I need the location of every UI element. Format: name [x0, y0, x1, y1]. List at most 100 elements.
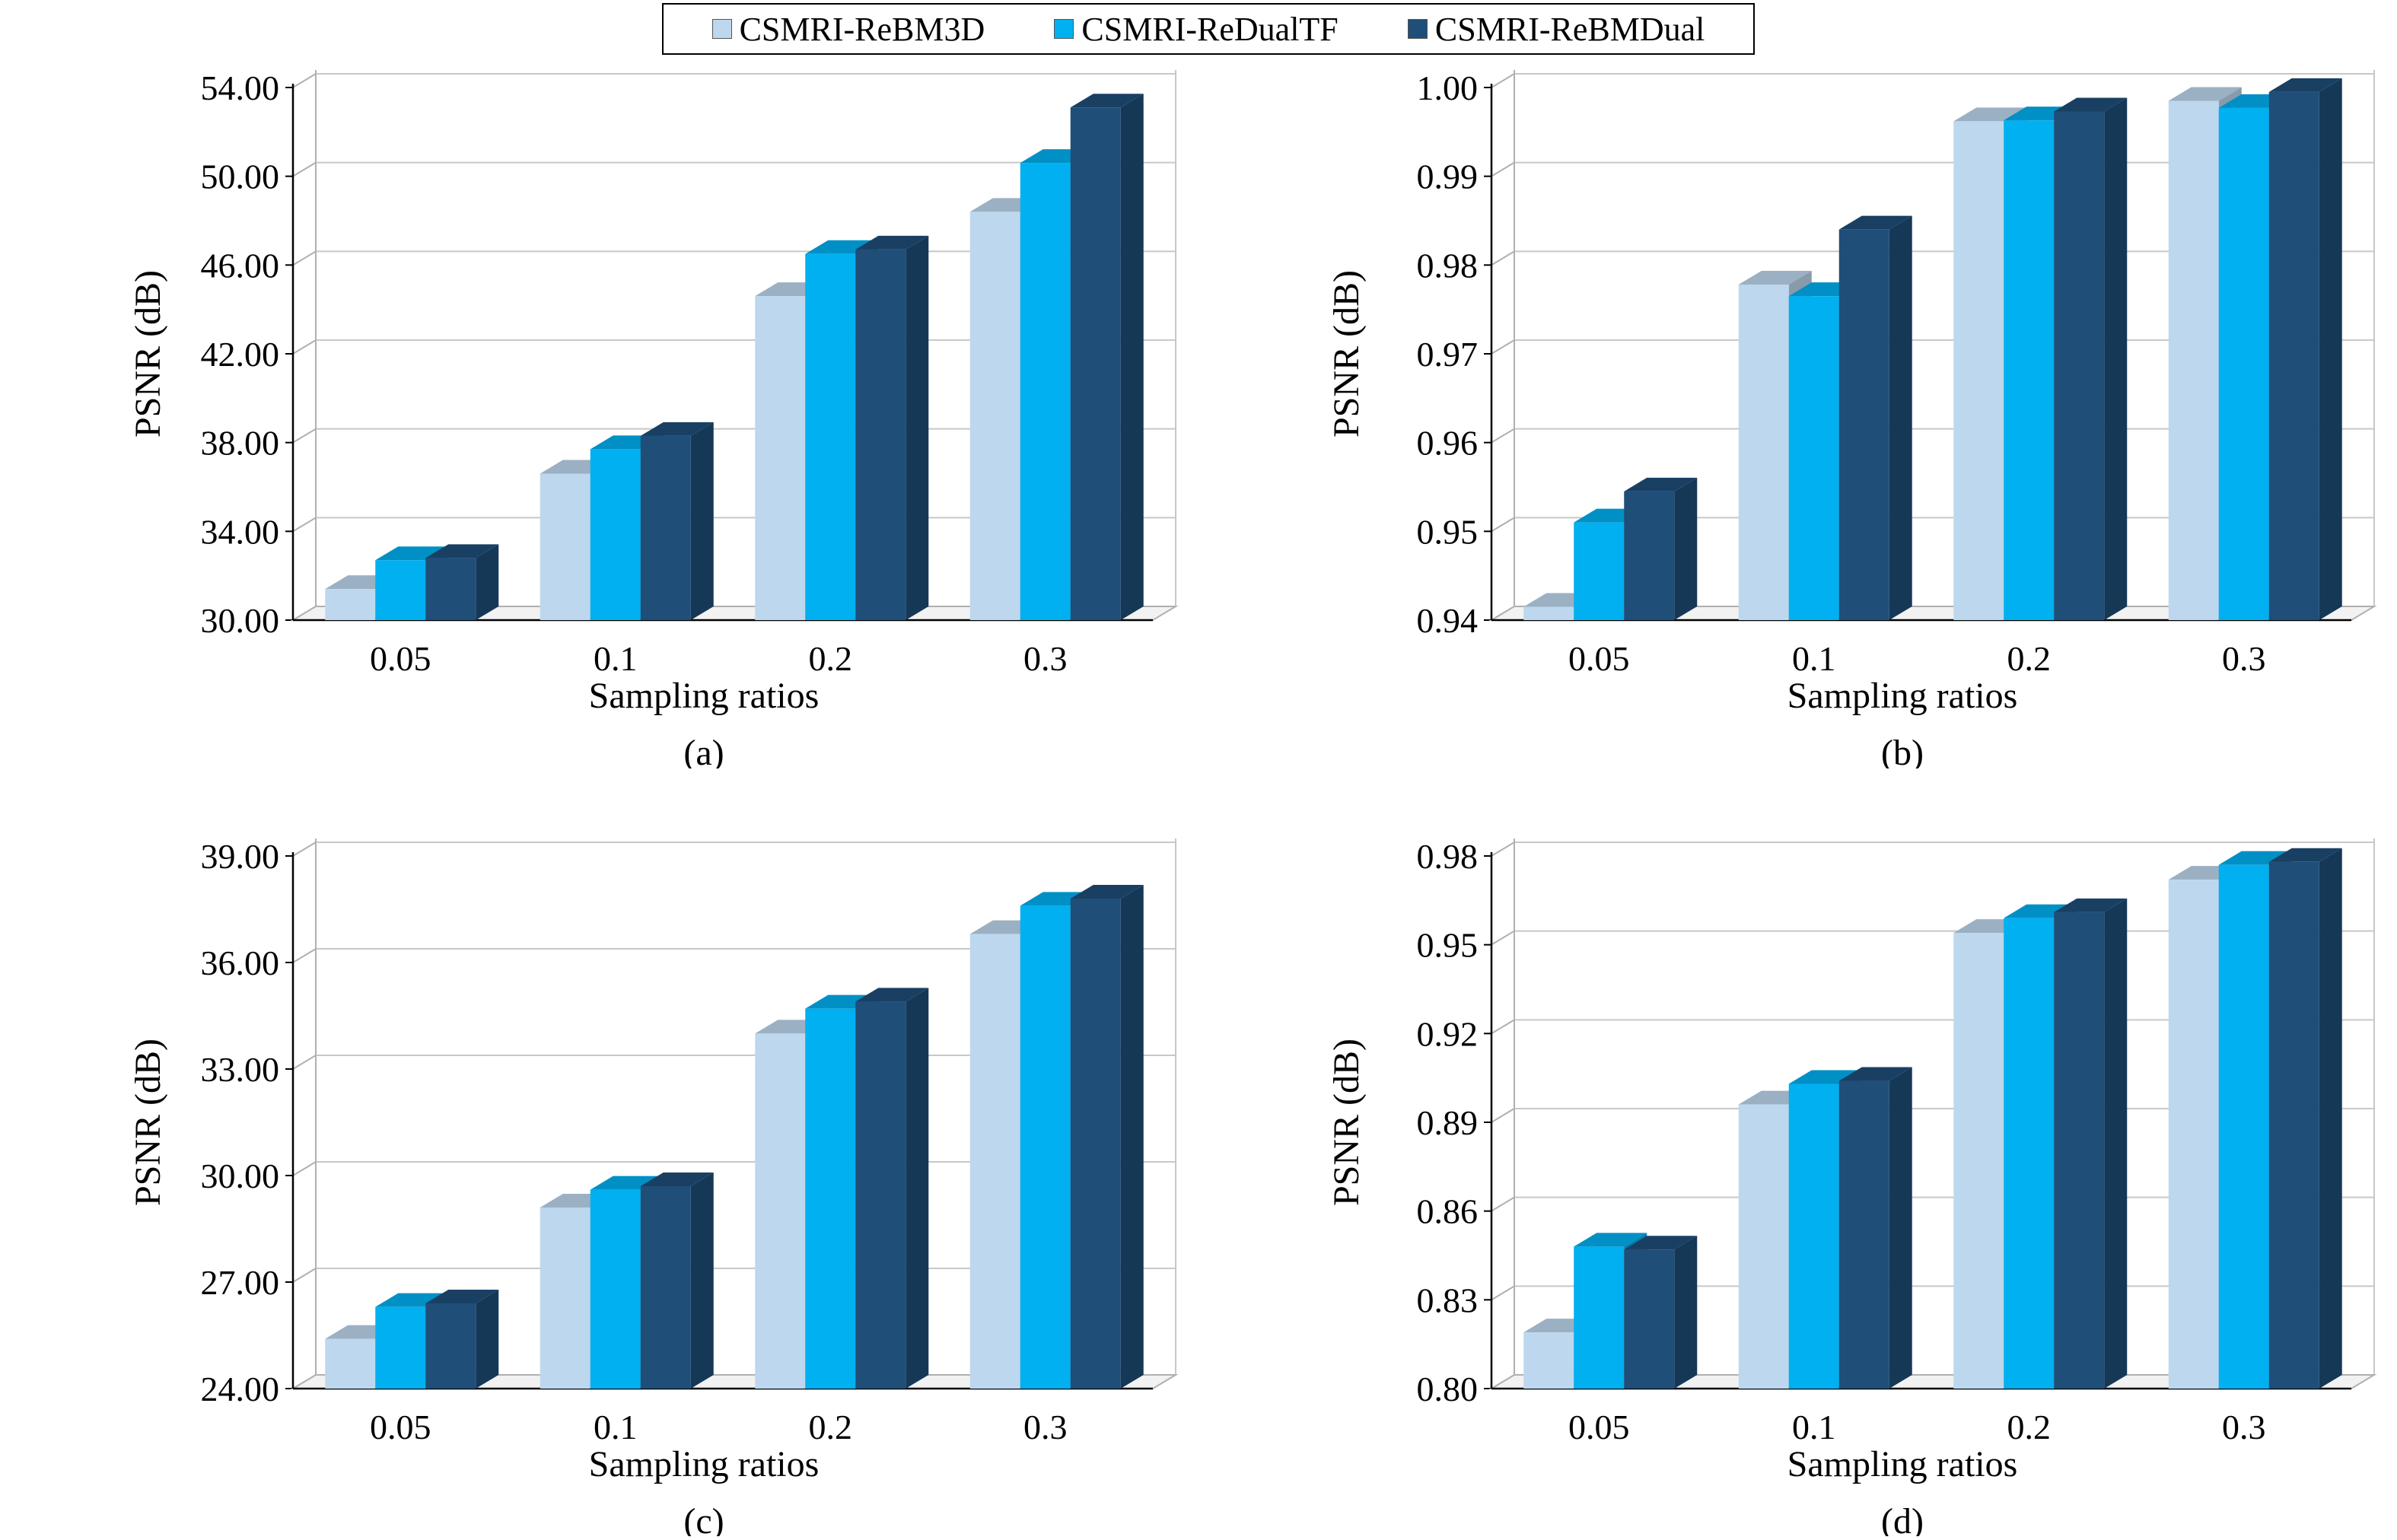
bar-side [2319, 78, 2342, 621]
x-tick-label: 0.1 [1792, 1408, 1836, 1446]
bar-front [540, 473, 590, 620]
bar-front [1070, 899, 1121, 1389]
y-tick-label: 0.86 [1417, 1192, 1479, 1231]
bar-top [640, 1172, 714, 1186]
gridline-diagonal [292, 1055, 317, 1070]
y-tick-label: 38.00 [201, 424, 280, 463]
bar-side [1889, 215, 1912, 621]
chart-svg: 24.00 27.00 30.00 33.00 36.00 39.00 0.05 0.1 0.2… [128, 837, 1179, 1540]
bar-side [1120, 94, 1144, 620]
y-tick-label: 42.00 [201, 335, 280, 374]
x-axis-title: Sampling ratios [1787, 676, 2018, 716]
gridline-diagonal [292, 428, 317, 444]
bar-front [1070, 107, 1121, 620]
gridline-diagonal [1491, 517, 1515, 533]
bar-side [906, 988, 929, 1389]
gridline-diagonal [292, 161, 317, 177]
bar [855, 988, 929, 1389]
y-tick-label: 0.94 [1417, 601, 1479, 640]
bar-top [2168, 87, 2242, 101]
bar-front [1838, 229, 1889, 621]
chart-panel-c: 24.00 27.00 30.00 33.00 36.00 39.00 0.05 0.1 0.2… [0, 768, 1198, 1540]
x-tick-label: 0.2 [809, 1408, 853, 1446]
bar-top [640, 422, 714, 436]
y-tick-label: 0.98 [1417, 246, 1479, 285]
x-tick-label: 0.05 [1568, 1408, 1630, 1446]
x-tick-label: 0.3 [1023, 1408, 1068, 1446]
y-tick-label: 30.00 [201, 601, 280, 640]
bar-side [2104, 97, 2128, 620]
bar-top [1838, 1067, 1912, 1081]
bar-front [969, 212, 1020, 620]
bar-front [375, 560, 426, 620]
y-tick-label: 0.95 [1417, 926, 1479, 965]
bar-front [805, 1008, 856, 1389]
y-tick-label: 50.00 [201, 158, 280, 196]
bar-front [1574, 522, 1625, 620]
x-tick-label: 0.2 [2007, 1408, 2052, 1446]
x-tick-label: 0.2 [809, 639, 853, 678]
bar-front [2054, 912, 2105, 1389]
bar [1070, 94, 1144, 620]
bar-front [2004, 918, 2055, 1389]
bar-front [375, 1306, 426, 1389]
y-tick-label: 0.92 [1417, 1014, 1479, 1053]
x-tick-label: 0.3 [2222, 1408, 2266, 1446]
chart-panel-d: 0.80 0.83 0.86 0.89 0.92 0.95 0.98 0.05 0.1 0.2 0.… [1198, 768, 2397, 1540]
bar-top [1070, 94, 1144, 108]
bar [2054, 97, 2128, 620]
bar-side [476, 544, 499, 620]
gridline-diagonal [292, 517, 317, 533]
gridline-diagonal [292, 842, 317, 857]
gridline-diagonal [1491, 1196, 1515, 1212]
bar-front [855, 1001, 906, 1389]
legend: CSMRI-ReBM3D CSMRI-ReDualTF CSMRI-ReBMDu… [662, 3, 1755, 55]
y-tick-label: 24.00 [201, 1370, 280, 1408]
legend-item-rebmdual: CSMRI-ReBMDual [1407, 10, 1705, 49]
y-axis-title: PSNR (dB) [128, 1039, 168, 1206]
bar-side [1120, 885, 1144, 1389]
gridline-diagonal [292, 948, 317, 963]
y-tick-label: 39.00 [201, 837, 280, 876]
bar-front [2168, 880, 2219, 1389]
x-tick-label: 0.3 [2222, 639, 2266, 678]
bar-front [969, 934, 1020, 1389]
chart-svg: 30.00 34.00 38.00 42.00 46.00 50.00 54.00 0.05 0… [128, 68, 1179, 773]
bar [1838, 215, 1912, 621]
bar [855, 235, 929, 620]
gridline-diagonal [1491, 1108, 1515, 1123]
bar-front [1624, 491, 1675, 620]
x-tick-label: 0.3 [1023, 639, 1068, 678]
bar-front [855, 249, 906, 620]
bar-top [1624, 1236, 1698, 1250]
bar [1070, 885, 1144, 1389]
panel-caption: (b) [1881, 733, 1924, 768]
y-tick-label: 36.00 [201, 943, 280, 982]
bar [1624, 477, 1698, 620]
bar-front [1574, 1246, 1625, 1389]
bar-front [1788, 296, 1839, 620]
gridline-diagonal [1491, 930, 1515, 946]
bar-side [2319, 848, 2342, 1389]
bar-top [2268, 78, 2342, 92]
bar-front [2218, 864, 2269, 1389]
legend-swatch [711, 19, 732, 39]
gridline-diagonal [1491, 339, 1515, 355]
bar-front [1523, 1332, 1574, 1389]
bar [425, 1290, 499, 1389]
y-axis-title: PSNR (dB) [1326, 1039, 1367, 1206]
bar [1838, 1067, 1912, 1389]
panel-caption: (d) [1881, 1501, 1924, 1536]
bar-top [855, 235, 929, 250]
gridline-diagonal [1491, 842, 1515, 857]
gridline-diagonal [1491, 1285, 1515, 1301]
y-tick-label: 54.00 [201, 68, 280, 107]
x-axis-title: Sampling ratios [1787, 1444, 2018, 1484]
bar-side [906, 235, 929, 620]
y-tick-label: 27.00 [201, 1263, 280, 1302]
y-tick-label: 30.00 [201, 1157, 280, 1195]
bar-front [1020, 163, 1071, 620]
bar-front [640, 435, 691, 620]
gridline-diagonal [292, 1268, 317, 1283]
panel-caption: (a) [683, 733, 724, 768]
